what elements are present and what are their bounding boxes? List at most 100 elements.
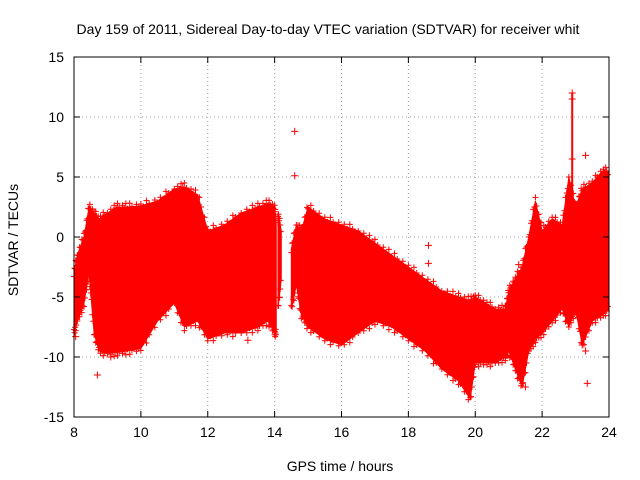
- edge-marker-upper: [172, 189, 179, 196]
- outlier-point: [197, 313, 205, 321]
- outlier-point: [93, 371, 101, 379]
- edge-marker-upper: [413, 270, 420, 276]
- edge-marker-lower: [592, 319, 599, 326]
- series-band-2-edge-markers: [274, 211, 284, 309]
- edge-marker-lower: [221, 326, 228, 333]
- edge-marker-upper: [178, 180, 184, 187]
- edge-marker-lower: [100, 352, 107, 359]
- edge-marker-upper: [388, 253, 395, 260]
- edge-marker-upper: [327, 214, 334, 221]
- edge-marker-lower: [327, 341, 334, 348]
- edge-marker-upper: [204, 226, 211, 233]
- outlier-point: [424, 241, 432, 249]
- edge-marker-lower: [135, 344, 142, 351]
- y-tick-label: -5: [52, 289, 65, 305]
- edge-marker-upper: [547, 219, 554, 226]
- edge-marker-lower: [358, 324, 365, 331]
- edge-marker-upper: [188, 186, 195, 192]
- edge-marker-lower: [408, 336, 415, 343]
- edge-marker-upper: [275, 211, 282, 218]
- edge-marker-lower: [565, 324, 572, 330]
- edge-marker-lower: [90, 318, 97, 325]
- series-band-3-edge-markers: [288, 164, 611, 403]
- edge-marker-lower: [383, 320, 390, 327]
- edge-marker-upper: [565, 174, 572, 180]
- edge-marker-lower: [515, 375, 522, 381]
- edge-marker-upper: [77, 244, 84, 251]
- edge-marker-lower: [199, 323, 206, 330]
- edge-marker-lower: [430, 360, 437, 367]
- edge-marker-upper: [288, 249, 295, 256]
- edge-marker-lower: [85, 278, 92, 285]
- outlier-point: [424, 259, 432, 267]
- x-axis-title: GPS time / hours: [287, 458, 394, 474]
- edge-marker-lower: [227, 328, 234, 335]
- edge-marker-upper: [310, 208, 317, 214]
- edge-marker-upper: [391, 250, 398, 257]
- edge-marker-lower: [290, 296, 297, 303]
- edge-marker-lower: [468, 384, 475, 390]
- edge-marker-lower: [151, 324, 158, 331]
- edge-marker-lower: [604, 303, 611, 310]
- edge-marker-lower: [470, 373, 477, 380]
- edge-marker-upper: [272, 206, 279, 213]
- edge-marker-lower: [520, 379, 527, 386]
- edge-marker-upper: [475, 292, 482, 299]
- edge-marker-lower: [213, 333, 220, 339]
- edge-marker-lower: [419, 347, 426, 354]
- edge-marker-upper: [502, 303, 509, 309]
- edge-marker-upper: [335, 219, 342, 226]
- edge-marker-upper: [478, 301, 485, 308]
- edge-marker-lower: [240, 325, 247, 332]
- edge-marker-lower: [502, 357, 509, 364]
- edge-marker-lower: [140, 339, 147, 346]
- edge-marker-lower: [602, 312, 609, 319]
- edge-marker-lower: [192, 322, 199, 329]
- edge-marker-upper: [590, 179, 597, 186]
- edge-marker-lower: [91, 331, 98, 338]
- edge-marker-upper: [562, 194, 569, 201]
- edge-marker-lower: [97, 350, 104, 357]
- edge-marker-lower: [74, 318, 81, 324]
- edge-marker-lower: [424, 352, 431, 359]
- outlier-point: [582, 347, 590, 355]
- edge-marker-upper: [513, 275, 520, 282]
- edge-marker-lower: [554, 312, 561, 318]
- edge-marker-lower: [490, 356, 497, 363]
- edge-marker-lower: [324, 335, 331, 342]
- edge-marker-lower: [507, 354, 514, 360]
- edge-marker-upper: [573, 201, 580, 207]
- edge-marker-lower: [321, 337, 328, 344]
- edge-marker-lower: [509, 353, 516, 360]
- edge-marker-upper: [305, 205, 312, 212]
- edge-marker-lower: [544, 320, 551, 327]
- edge-marker-upper: [505, 289, 512, 296]
- edge-marker-lower: [116, 349, 123, 355]
- edge-marker-lower: [427, 352, 434, 359]
- edge-marker-upper: [246, 208, 253, 215]
- edge-marker-lower: [264, 316, 271, 323]
- edge-marker-lower: [215, 328, 222, 335]
- edge-marker-upper: [261, 203, 268, 210]
- outlier-point: [515, 261, 523, 269]
- edge-marker-lower: [109, 348, 116, 354]
- edge-marker-upper: [79, 237, 86, 243]
- edge-marker-upper: [117, 207, 124, 214]
- edge-marker-upper: [355, 228, 362, 234]
- edge-marker-upper: [207, 228, 214, 235]
- edge-marker-lower: [563, 318, 570, 324]
- edge-marker-upper: [447, 292, 454, 299]
- edge-marker-upper: [577, 193, 584, 200]
- edge-marker-lower: [472, 361, 479, 368]
- edge-marker-lower: [402, 332, 409, 339]
- edge-marker-lower: [540, 331, 547, 338]
- edge-marker-lower: [157, 316, 164, 323]
- edge-marker-lower: [318, 332, 325, 339]
- edge-marker-lower: [179, 320, 186, 326]
- edge-marker-upper: [557, 219, 564, 226]
- edge-marker-upper: [124, 205, 131, 212]
- edge-marker-upper: [416, 275, 423, 282]
- edge-marker-upper: [97, 213, 104, 220]
- edge-marker-upper: [266, 197, 273, 204]
